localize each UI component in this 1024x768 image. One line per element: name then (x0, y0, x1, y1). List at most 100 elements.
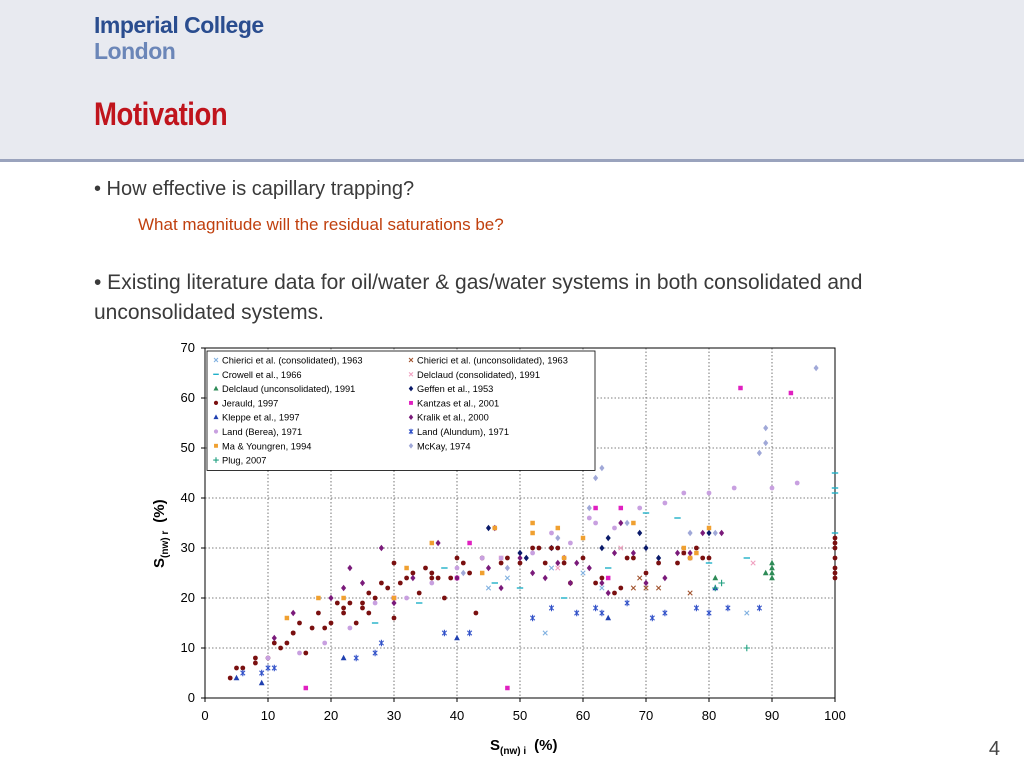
data-point (454, 565, 460, 571)
data-point (429, 540, 435, 546)
data-point (631, 520, 636, 526)
data-point (485, 524, 492, 532)
data-point (397, 580, 403, 586)
data-point (681, 490, 687, 496)
data-point (523, 554, 529, 562)
data-point (548, 604, 555, 612)
data-point (530, 520, 535, 526)
data-point (479, 570, 485, 576)
data-point (485, 564, 492, 572)
data-point (718, 579, 725, 587)
data-point (769, 574, 775, 581)
chart-legend (206, 350, 596, 471)
data-point (555, 545, 561, 551)
y-axis-label: S(nw) r(%) (151, 499, 171, 568)
data-point (738, 385, 743, 391)
data-point (618, 585, 624, 591)
data-point (328, 594, 334, 602)
data-point (769, 485, 775, 491)
data-point (441, 629, 448, 637)
legend-entry: Chierici et al. (unconsolidated), 1963 (417, 356, 568, 366)
data-point (574, 559, 580, 567)
data-point (423, 565, 428, 571)
data-point (542, 560, 548, 566)
data-point (630, 585, 637, 591)
data-point (258, 679, 265, 686)
data-point (385, 585, 391, 591)
data-point (656, 560, 661, 566)
data-point (372, 649, 378, 657)
data-point (303, 650, 309, 656)
legend-entry: Chierici et al. (consolidated), 1963 (222, 356, 363, 366)
data-point (429, 575, 435, 581)
data-point (517, 560, 523, 566)
data-point (599, 464, 605, 472)
data-point (763, 439, 769, 447)
data-point (498, 555, 504, 561)
data-point (341, 610, 346, 616)
legend-entry: Delclaud (consolidated), 1991 (417, 370, 540, 380)
legend-entry: Land (Alundum), 1971 (417, 427, 509, 437)
x-tick-label: 60 (576, 708, 590, 723)
data-point (586, 515, 592, 521)
y-tick-label: 10 (181, 640, 195, 655)
legend-entry: Plug, 2007 (222, 456, 266, 466)
data-point (379, 580, 384, 586)
data-point (454, 574, 460, 582)
data-point (618, 505, 624, 511)
data-point (278, 645, 283, 651)
data-point (378, 639, 385, 647)
data-point (643, 570, 649, 576)
data-point (372, 595, 378, 601)
data-point (297, 620, 302, 626)
data-point (561, 555, 567, 561)
data-point (473, 610, 479, 616)
data-point (404, 565, 409, 571)
data-point (555, 525, 561, 531)
data-point (687, 549, 693, 557)
data-point (359, 579, 366, 587)
data-point (347, 564, 353, 572)
y-tick-label: 70 (181, 340, 195, 355)
data-point (832, 575, 838, 581)
data-point (832, 570, 838, 576)
data-point (832, 555, 838, 561)
data-point (542, 630, 548, 636)
data-point (391, 595, 397, 601)
x-tick-label: 20 (324, 708, 338, 723)
data-point (605, 534, 611, 542)
data-point (253, 660, 258, 666)
legend-marker (214, 443, 218, 448)
data-point (498, 560, 504, 566)
data-point (316, 595, 321, 601)
data-point (568, 540, 573, 546)
legend-marker (408, 428, 414, 435)
data-point (303, 685, 309, 691)
legend-marker (213, 414, 219, 420)
data-point (643, 585, 649, 591)
bullet-literature-data: • Existing literature data for oil/water… (94, 271, 863, 324)
data-point (580, 535, 586, 541)
legend-entry: Land (Berea), 1971 (222, 427, 302, 437)
data-point (643, 579, 649, 587)
data-point (504, 575, 511, 581)
legend-entry: McKay, 1974 (417, 441, 471, 451)
data-point (631, 555, 636, 561)
data-point (712, 574, 719, 581)
data-point (410, 574, 416, 582)
data-point (769, 564, 775, 571)
data-point (832, 545, 838, 551)
data-point (360, 605, 365, 611)
data-point (693, 604, 700, 612)
x-tick-label: 70 (639, 708, 653, 723)
data-point (662, 500, 668, 506)
data-point (227, 675, 233, 681)
data-point (234, 665, 239, 671)
data-point (517, 554, 523, 562)
data-point (662, 609, 668, 617)
data-point (378, 544, 384, 552)
data-point (297, 650, 302, 656)
logo-line1: Imperial College (94, 12, 264, 38)
data-point (719, 529, 725, 537)
data-point (706, 490, 712, 496)
